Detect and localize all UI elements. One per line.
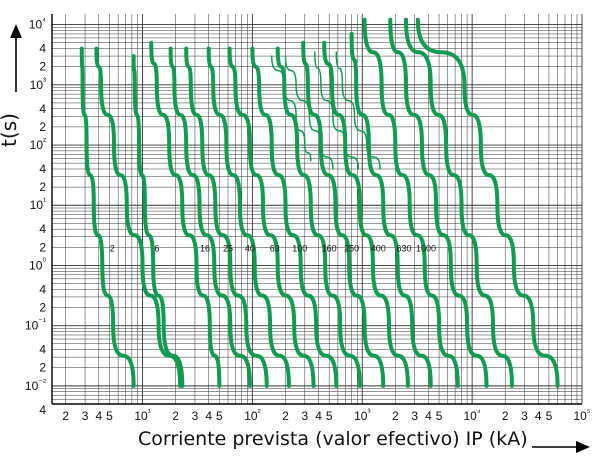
x-tick-label: 3 — [82, 409, 89, 423]
y-tick-label: 2 — [39, 301, 46, 315]
x-tick-label: 4 — [535, 409, 542, 423]
rating-label: 1000 — [416, 244, 436, 254]
y-tick-label: 2 — [39, 60, 46, 74]
rating-label: 2 — [110, 244, 115, 254]
x-tick-label: 4 — [315, 409, 322, 423]
y-tick-label: 4 — [39, 102, 46, 116]
fuse-curve — [314, 51, 360, 170]
x-tick-label: 4 — [95, 409, 102, 423]
x-tick-label: 2 — [172, 409, 179, 423]
fuse-curve-40 — [227, 46, 316, 388]
x-tick-label: 2 — [62, 409, 69, 423]
fuse-curve-63 — [250, 46, 339, 388]
x-tick-label: 10⁴ — [464, 407, 481, 423]
rating-label: 160 — [322, 244, 337, 254]
x-tick-label: 5 — [436, 409, 443, 423]
y-tick-label: 2 — [39, 361, 46, 375]
y-tick-label: 10⁻¹ — [25, 317, 46, 333]
fuse-curve-6 — [149, 40, 222, 388]
y-tick-label: 2 — [39, 120, 46, 134]
rating-label: 63 — [270, 244, 280, 254]
fuse-curve-2 — [79, 46, 136, 388]
rating-label: 400 — [371, 244, 386, 254]
x-tick-label: 2 — [392, 409, 399, 423]
fuse-curve-25 — [206, 46, 291, 388]
x-tick-label: 5 — [326, 409, 333, 423]
rating-label: 6 — [154, 244, 159, 254]
x-tick-label: 10¹ — [134, 407, 150, 423]
x-tick-label: 4 — [205, 409, 212, 423]
y-tick-label: 4 — [39, 403, 46, 417]
rating-label: 630 — [397, 244, 412, 254]
x-tick-label: 5 — [216, 409, 223, 423]
fuse-curve — [270, 55, 312, 162]
x-axis-label: Corriente prevista (valor efectivo) IP (… — [138, 428, 528, 450]
x-tick-label: 5 — [106, 409, 113, 423]
x-tick-label: 10² — [244, 407, 260, 423]
rating-label: 250 — [344, 244, 359, 254]
fuse-curve-630 — [362, 17, 460, 388]
fuse-curve — [335, 51, 381, 170]
y-tick-label: 10³ — [30, 76, 46, 92]
fuse-curve — [415, 17, 560, 388]
y-tick-label: 10¹ — [30, 196, 46, 212]
y-tick-label: 10² — [30, 136, 46, 152]
y-tick-label: 4 — [39, 162, 46, 176]
x-tick-label: 10⁵ — [573, 407, 590, 423]
fuse-curve-160 — [301, 40, 386, 388]
rating-label: 16 — [200, 244, 210, 254]
y-tick-label: 2 — [39, 180, 46, 194]
y-tick-label: 4 — [39, 222, 46, 236]
y-tick-label: 4 — [39, 42, 46, 56]
x-tick-label: 3 — [192, 409, 199, 423]
x-tick-label: 5 — [546, 409, 553, 423]
y-tick-label: 4 — [39, 343, 46, 357]
rating-label: 40 — [245, 244, 255, 254]
rating-label: 25 — [223, 244, 233, 254]
x-tick-label: 3 — [301, 409, 308, 423]
x-tick-label: 4 — [425, 409, 432, 423]
y-tick-label: 4 — [39, 282, 46, 296]
x-tick-label: 2 — [502, 409, 509, 423]
fuse-curve — [131, 54, 185, 388]
x-axis-arrow-head — [576, 441, 590, 453]
fuse-curve — [284, 55, 334, 170]
rating-label: 100 — [292, 244, 307, 254]
x-tick-label: 3 — [411, 409, 418, 423]
y-tick-label: 10⁰ — [29, 256, 46, 272]
x-tick-label: 2 — [282, 409, 289, 423]
fuse-curve — [404, 17, 514, 388]
fuse-curve-16 — [184, 46, 269, 388]
x-tick-label: 10³ — [354, 407, 370, 423]
fuse-curve-250 — [322, 40, 410, 388]
y-tick-label: 2 — [39, 240, 46, 254]
fuse-curve — [94, 46, 183, 388]
y-tick-label: 10⁻² — [25, 377, 46, 393]
fuse-curve-400 — [349, 31, 433, 388]
x-tick-label: 3 — [521, 409, 528, 423]
y-axis-label: t(s) — [0, 113, 21, 147]
y-axis-arrow-head — [10, 24, 22, 38]
y-tick-label: 10⁴ — [29, 16, 46, 32]
fuse-curve — [168, 46, 252, 388]
fuse-curve-1000 — [388, 17, 489, 388]
